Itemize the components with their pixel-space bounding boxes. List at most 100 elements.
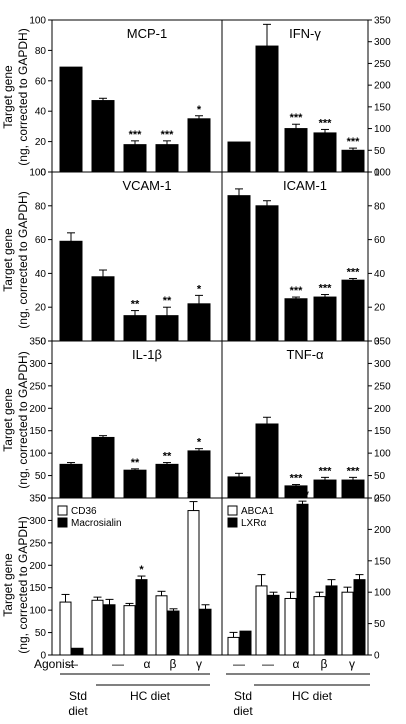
- y-tick-label: 50: [374, 619, 386, 630]
- y-label-row3-a: Target gene: [1, 388, 15, 452]
- agonist-value: γ: [349, 657, 355, 671]
- bar: [199, 608, 212, 656]
- bar: [313, 296, 337, 342]
- y-tick-label: 80: [35, 201, 47, 212]
- y-label-row3-b: (ng, corrected to GAPDH): [16, 351, 30, 488]
- y-tick-label: 150: [374, 426, 391, 437]
- bar: [227, 195, 251, 342]
- y-tick-label: 100: [29, 606, 46, 617]
- panel-title: TNF-α: [286, 347, 324, 362]
- y-tick-label: 80: [374, 201, 386, 212]
- significance-label: ***: [290, 112, 304, 124]
- y-tick-label: 0: [40, 651, 46, 662]
- bar: [227, 141, 251, 173]
- y-tick-label: 250: [374, 59, 391, 70]
- legend-label: ABCA1: [241, 506, 274, 517]
- bar: [123, 144, 147, 173]
- y-tick-label: 300: [29, 359, 46, 370]
- bar: [59, 66, 83, 173]
- y-tick-label: 20: [35, 303, 47, 314]
- diet-group-label: Std: [69, 689, 87, 703]
- bar: [167, 610, 180, 656]
- y-axis-labels: Target gene (ng, corrected to GAPDH) Tar…: [1, 28, 30, 653]
- y-tick-label: 250: [29, 381, 46, 392]
- agonist-value: α: [144, 657, 151, 671]
- y-tick-label: 80: [35, 46, 47, 57]
- bar: [123, 469, 147, 499]
- chart-panel-4: 0 20 40 60 80 100 ICAM-1 *** *** ***: [221, 168, 391, 348]
- agonist-label: Agonist: [34, 657, 75, 671]
- significance-label: ***: [296, 489, 310, 501]
- y-label-row4-b: (ng, corrected to GAPDH): [16, 516, 30, 653]
- bar: [71, 647, 84, 656]
- legend-swatch: [57, 505, 68, 516]
- y-tick-label: 100: [374, 124, 391, 135]
- diet-group-label: HC diet: [130, 689, 171, 703]
- diet-group-label-line2: diet: [68, 704, 88, 718]
- significance-label: **: [163, 451, 172, 463]
- y-tick-label: 60: [35, 235, 47, 246]
- y-tick-label: 200: [29, 404, 46, 415]
- significance-label: *: [197, 104, 202, 116]
- bar: [255, 45, 279, 173]
- y-tick-label: 0: [40, 168, 46, 179]
- bar: [267, 594, 280, 656]
- y-tick-label: 300: [29, 516, 46, 527]
- y-tick-label: 100: [29, 449, 46, 460]
- legend-swatch: [227, 505, 238, 516]
- bar: [187, 118, 211, 173]
- y-tick-label: 50: [35, 471, 47, 482]
- y-tick-label: 100: [29, 16, 46, 27]
- panel-title: MCP-1: [127, 26, 167, 41]
- bar: [341, 591, 354, 656]
- significance-label: **: [163, 295, 172, 307]
- bar: [255, 423, 279, 499]
- bar: [353, 579, 366, 656]
- bar: [123, 605, 136, 656]
- y-tick-label: 100: [29, 168, 46, 179]
- y-label-row4-a: Target gene: [1, 553, 15, 617]
- agonist-value: —: [66, 657, 78, 671]
- y-tick-label: 200: [374, 525, 391, 536]
- bar: [135, 579, 148, 656]
- agonist-value: —: [233, 657, 245, 671]
- significance-label: **: [131, 299, 140, 311]
- significance-label: ***: [290, 473, 304, 485]
- y-label-row2-a: Target gene: [1, 228, 15, 292]
- bar: [59, 601, 72, 656]
- y-tick-label: 0: [40, 494, 46, 505]
- y-tick-label: 100: [374, 588, 391, 599]
- bar: [325, 585, 338, 656]
- y-label-row2-b: (ng, corrected to GAPDH): [16, 191, 30, 328]
- bar: [313, 596, 326, 656]
- legend-swatch: [227, 517, 238, 528]
- legend-label: LXRα: [241, 518, 266, 529]
- y-label-row1-a: Target gene: [1, 65, 15, 129]
- significance-label: ***: [161, 129, 175, 141]
- significance-label: **: [131, 457, 140, 469]
- bar: [341, 479, 365, 499]
- chart-panel-6: 0 50 100 150 200 250 300 350 TNF-α *** *** ***: [221, 337, 391, 505]
- chart-panel-2: 0 50 100 150 200 250 300 350 IFN-γ *** *** ***: [221, 16, 391, 179]
- y-tick-label: 100: [374, 449, 391, 460]
- significance-label: ***: [290, 285, 304, 297]
- agonist-value: β: [321, 657, 328, 671]
- diet-group-label-line2: diet: [233, 704, 253, 718]
- agonist-value: —: [262, 657, 274, 671]
- bar: [313, 479, 337, 499]
- panel-title: VCAM-1: [122, 178, 171, 193]
- bar: [155, 315, 179, 342]
- legend-label: Macrosialin: [71, 518, 122, 529]
- significance-label: *: [139, 564, 144, 576]
- y-tick-label: 50: [374, 146, 386, 157]
- significance-label: ***: [347, 266, 361, 278]
- y-tick-label: 0: [374, 651, 380, 662]
- y-tick-label: 40: [35, 107, 47, 118]
- y-tick-label: 150: [29, 583, 46, 594]
- agonist-value: β: [170, 657, 177, 671]
- bar: [284, 128, 308, 173]
- y-tick-label: 0: [374, 168, 380, 179]
